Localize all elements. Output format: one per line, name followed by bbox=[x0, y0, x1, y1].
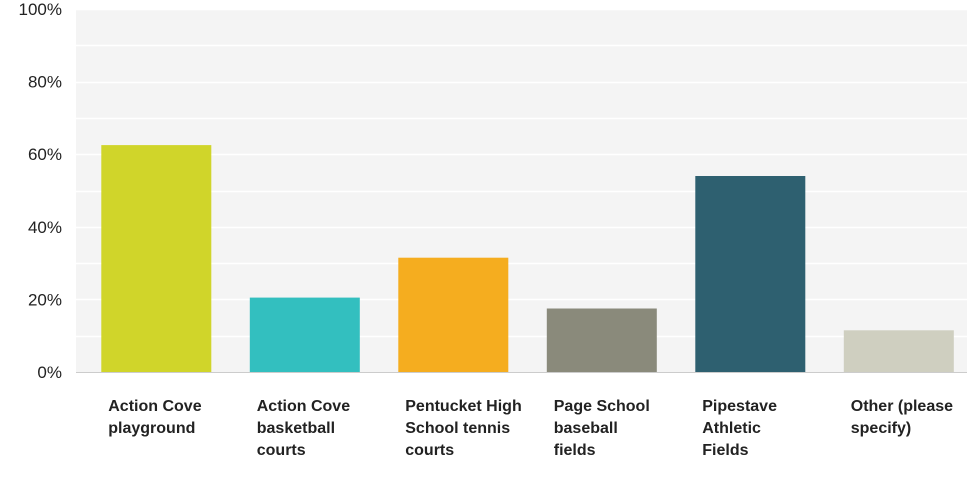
x-tick-label: Pipestave Athletic Fields bbox=[702, 398, 777, 459]
bar bbox=[101, 145, 212, 372]
bar bbox=[695, 176, 806, 372]
y-tick-label: 0% bbox=[37, 363, 62, 382]
y-axis-tick-labels: 0% 20% 40% 60% 80% 100% bbox=[19, 0, 62, 382]
plot-area-background bbox=[76, 9, 967, 372]
bar bbox=[843, 330, 954, 372]
y-tick-label: 20% bbox=[28, 290, 62, 309]
bars bbox=[101, 145, 954, 372]
bar bbox=[398, 257, 509, 372]
y-tick-label: 100% bbox=[19, 0, 62, 19]
x-tick-label: Other (please specify) bbox=[850, 398, 954, 437]
bar bbox=[249, 297, 360, 372]
x-tick-label: Action Cove basketball courts bbox=[256, 398, 351, 459]
gridlines bbox=[76, 8, 967, 338]
x-tick-label: Page School baseball fields bbox=[553, 398, 650, 459]
y-tick-label: 60% bbox=[28, 145, 62, 164]
x-tick-label: Pentucket High School tennis courts bbox=[405, 398, 522, 459]
bar bbox=[546, 308, 657, 372]
y-tick-label: 40% bbox=[28, 218, 62, 237]
x-tick-label: Action Cove playground bbox=[108, 398, 202, 437]
y-tick-label: 80% bbox=[28, 73, 62, 92]
